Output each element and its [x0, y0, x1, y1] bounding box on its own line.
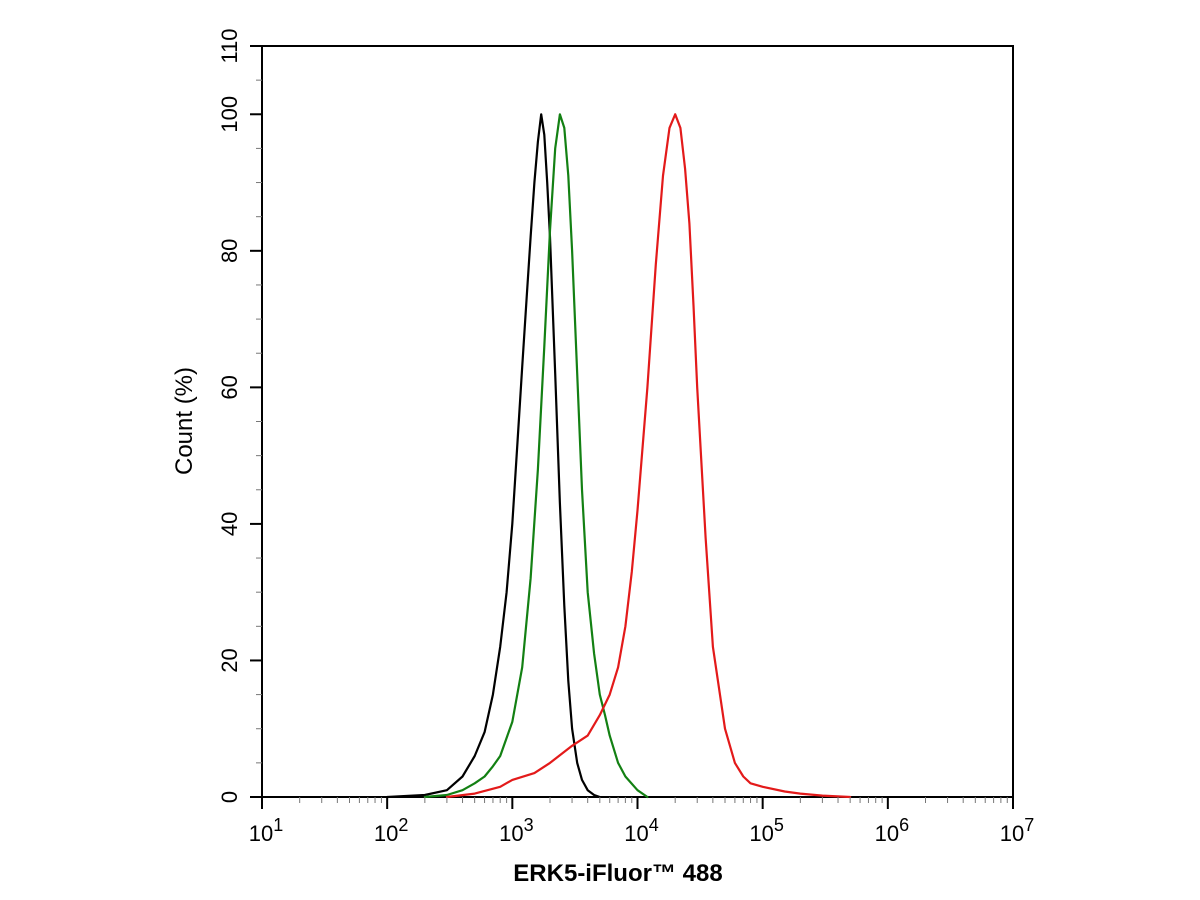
y-tick-label: 100	[217, 96, 242, 133]
series-line-1	[386, 113, 601, 799]
x-tick-label: 102	[374, 815, 409, 846]
x-tick-label: 103	[499, 815, 534, 846]
x-axis: 101 102 103 104 105 106 107	[249, 797, 1035, 846]
y-tick-label: 80	[217, 239, 242, 263]
series-line-3	[445, 113, 852, 799]
series-curves	[386, 113, 852, 799]
y-tick-label: 60	[217, 375, 242, 399]
y-tick-label: 40	[217, 512, 242, 536]
x-axis-title: ERK5-iFluor™ 488	[513, 860, 722, 887]
x-tick-label: 106	[875, 815, 910, 846]
x-tick-label: 104	[624, 815, 659, 846]
y-axis-title: Count (%)	[171, 367, 198, 475]
x-tick-label: 105	[749, 815, 784, 846]
y-tick-label: 110	[217, 28, 242, 63]
y-tick-label: 20	[217, 648, 242, 672]
x-tick-label: 101	[249, 815, 284, 846]
x-tick-label: 107	[1000, 815, 1035, 846]
y-tick-label: 0	[217, 791, 242, 803]
series-line-2	[423, 113, 649, 799]
plot-frame	[261, 45, 1014, 798]
y-axis: 0 20 40 60 80 100 110	[217, 28, 262, 803]
